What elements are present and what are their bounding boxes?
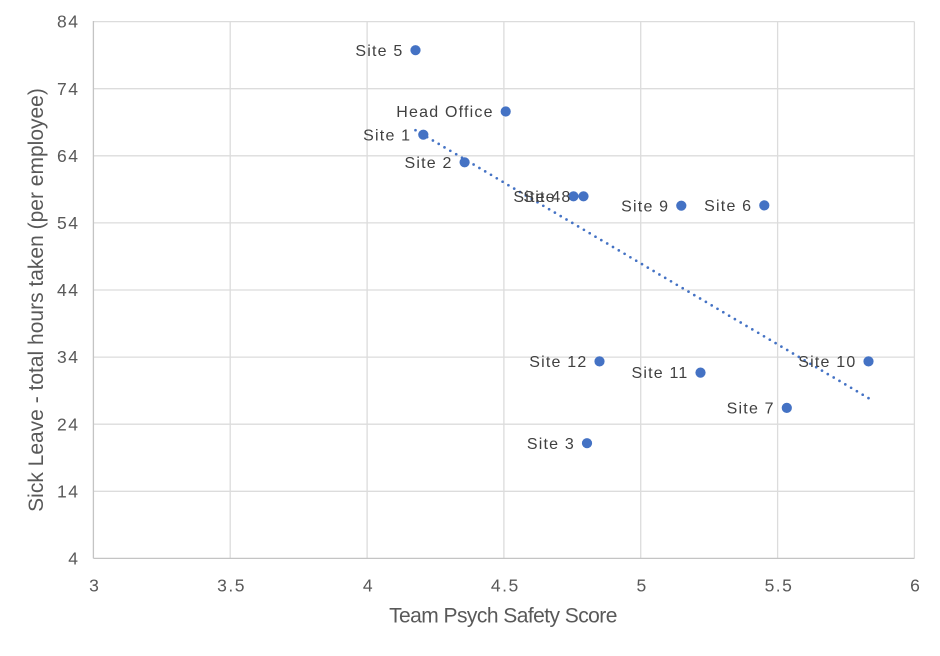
svg-text:4: 4	[363, 575, 374, 595]
svg-text:34: 34	[57, 347, 79, 367]
svg-text:Site 8: Site 8	[523, 189, 571, 206]
svg-text:54: 54	[57, 213, 79, 233]
svg-text:44: 44	[57, 280, 79, 300]
svg-text:14: 14	[57, 481, 79, 501]
svg-text:Site 1: Site 1	[363, 127, 411, 144]
svg-text:6: 6	[910, 575, 921, 595]
svg-text:Site 7: Site 7	[727, 401, 775, 418]
svg-text:Site 9: Site 9	[621, 198, 669, 215]
svg-text:3: 3	[89, 575, 100, 595]
svg-text:5: 5	[636, 575, 647, 595]
svg-text:Team Psych Safety Score: Team Psych Safety Score	[389, 605, 617, 628]
svg-text:Sick Leave - total hours taken: Sick Leave - total hours taken (per empl…	[25, 88, 48, 512]
svg-text:74: 74	[57, 79, 79, 99]
svg-text:Site 11: Site 11	[631, 365, 688, 382]
svg-text:Head Office: Head Office	[396, 104, 493, 121]
svg-text:Site 4: Site 4	[513, 189, 561, 206]
svg-text:Site 12: Site 12	[529, 354, 587, 371]
svg-text:Site 6: Site 6	[704, 198, 752, 215]
svg-text:24: 24	[57, 414, 79, 434]
svg-text:4.5: 4.5	[491, 575, 520, 595]
svg-text:Site 2: Site 2	[404, 155, 452, 172]
svg-text:64: 64	[57, 146, 79, 166]
svg-text:Site 10: Site 10	[798, 354, 856, 371]
svg-text:4: 4	[68, 549, 79, 569]
svg-text:Site 5: Site 5	[355, 43, 403, 60]
svg-text:84: 84	[57, 12, 79, 32]
svg-text:Site 3: Site 3	[527, 436, 575, 453]
svg-text:3.5: 3.5	[217, 575, 246, 595]
svg-text:5.5: 5.5	[765, 575, 794, 595]
